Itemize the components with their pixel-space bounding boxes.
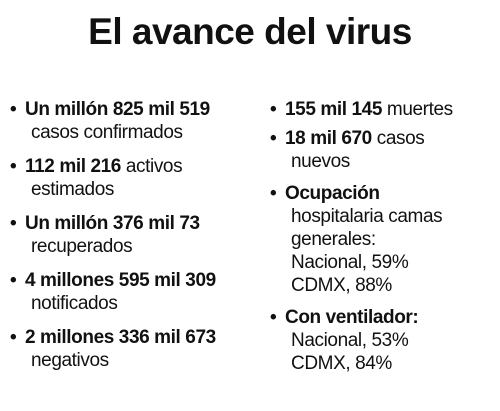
stat-label-inline: muertes (382, 99, 453, 120)
stat-notified: • 4 millones 595 mil 309 notificados (8, 269, 270, 315)
bullet: • (10, 99, 17, 120)
stat-active-cases: • 112 mil 216 activos estimados (8, 155, 270, 201)
stat-value: 112 mil 216 (25, 156, 121, 177)
bullet: • (270, 128, 277, 149)
stat-negative: • 2 millones 336 mil 673 negativos (8, 326, 270, 372)
stat-value: Un millón 376 mil 73 (25, 213, 200, 234)
stat-hospital-occupancy: • Ocupación hospitalaria camas generales… (268, 182, 496, 297)
stat-national: Nacional, 53% (291, 330, 409, 351)
stat-confirmed-cases: • Un millón 825 mil 519 casos confirmado… (8, 98, 270, 144)
stat-heading: hospitalaria camas (291, 206, 443, 227)
left-column: • Un millón 825 mil 519 casos confirmado… (8, 98, 270, 383)
stat-label-inline: casos (371, 128, 425, 149)
stat-heading: Con ventilador: (285, 307, 419, 328)
stat-recovered: • Un millón 376 mil 73 recuperados (8, 212, 270, 258)
stat-ventilator: • Con ventilador: Nacional, 53% CDMX, 84… (268, 306, 496, 375)
stat-label: notificados (31, 293, 118, 314)
stat-value: 18 mil 670 (285, 128, 372, 149)
bullet: • (10, 327, 17, 348)
stat-deaths: • 155 mil 145 muertes (268, 98, 496, 121)
stat-value: 2 millones 336 mil 673 (25, 327, 216, 348)
stat-value: Un millón 825 mil 519 (25, 99, 210, 120)
stat-new-cases: • 18 mil 670 casos nuevos (268, 127, 496, 173)
page-title: El avance del virus (88, 11, 412, 52)
bullet: • (10, 213, 17, 234)
right-column: • 155 mil 145 muertes • 18 mil 670 casos… (268, 98, 496, 384)
stat-label: estimados (31, 179, 114, 200)
stat-label: recuperados (31, 236, 133, 257)
stat-label-inline: activos (120, 156, 183, 177)
stat-label: negativos (31, 350, 109, 371)
bullet: • (10, 156, 17, 177)
bullet: • (270, 307, 277, 328)
stat-label: casos confirmados (31, 122, 183, 143)
stat-value: 155 mil 145 (285, 99, 383, 120)
bullet: • (270, 183, 277, 204)
stat-national: Nacional, 59% (291, 252, 409, 273)
bullet: • (10, 270, 17, 291)
stat-cdmx: CDMX, 88% (291, 275, 392, 296)
stat-heading: generales: (291, 229, 376, 250)
stat-heading: Ocupación (285, 183, 380, 204)
stat-label: nuevos (291, 151, 350, 172)
stat-cdmx: CDMX, 84% (291, 353, 392, 374)
stat-value: 4 millones 595 mil 309 (25, 270, 216, 291)
bullet: • (270, 99, 277, 120)
